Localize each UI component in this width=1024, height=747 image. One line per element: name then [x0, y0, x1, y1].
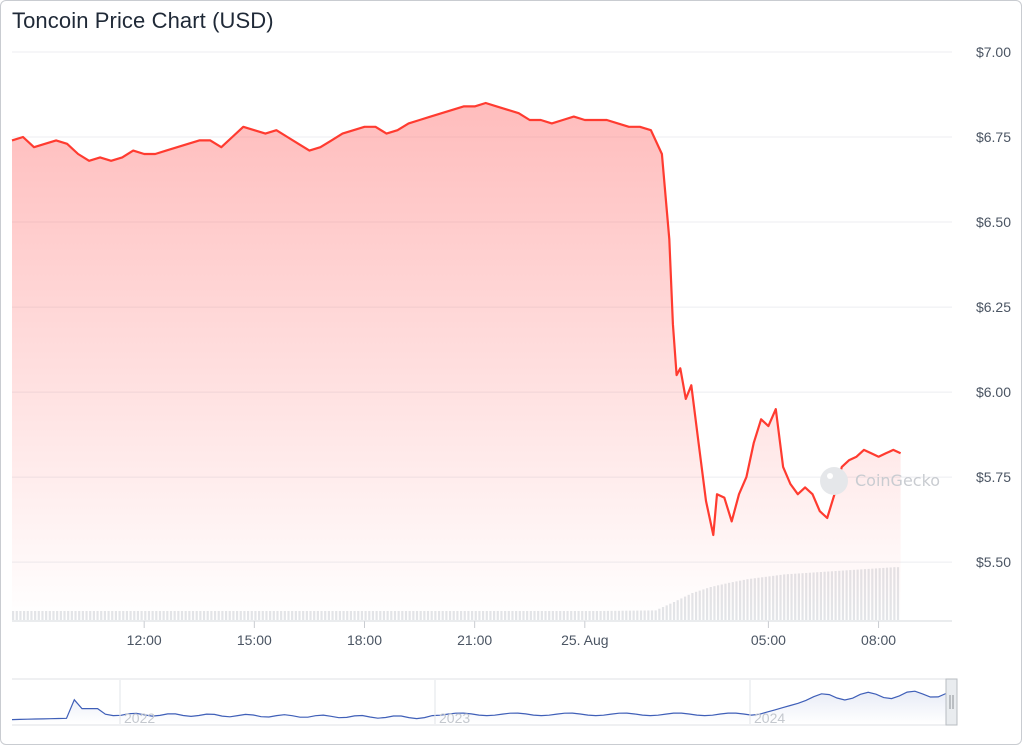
navigator-handle[interactable] — [945, 678, 958, 726]
y-tick-label: $7.00 — [976, 44, 1011, 60]
navigator-ticks: 2022 2023 2024 — [119, 680, 785, 726]
price-line — [11, 101, 902, 537]
y-tick-label: $6.25 — [976, 299, 1011, 315]
x-axis-ticks: 12:00 15:00 18:00 21:00 25. Aug 05:00 08:00 — [12, 620, 952, 648]
navigator-tick-label: 2022 — [124, 710, 155, 726]
y-axis-ticks: $7.00 $6.75 $6.50 $6.25 $6.00 $5.75 $5.50 — [976, 44, 1011, 570]
navigator-tick-label: 2024 — [754, 710, 785, 726]
y-tick-label: $6.50 — [976, 214, 1011, 230]
x-tick-label: 15:00 — [237, 632, 272, 648]
x-tick-label: 25. Aug — [561, 632, 609, 648]
x-tick-label: 21:00 — [457, 632, 492, 648]
chart-title: Toncoin Price Chart (USD) — [12, 8, 274, 33]
navigator-tick-label: 2023 — [439, 710, 470, 726]
y-tick-label: $5.75 — [976, 469, 1011, 485]
x-tick-label: 18:00 — [347, 632, 382, 648]
y-tick-label: $6.00 — [976, 384, 1011, 400]
x-tick-label: 05:00 — [751, 632, 786, 648]
watermark-text: CoinGecko — [855, 471, 940, 490]
y-tick-label: $5.50 — [976, 554, 1011, 570]
price-area — [12, 103, 901, 620]
navigator-line — [11, 690, 947, 721]
x-tick-label: 12:00 — [127, 632, 162, 648]
y-tick-label: $6.75 — [976, 129, 1011, 145]
coingecko-watermark: CoinGecko — [820, 467, 940, 495]
x-tick-label: 08:00 — [861, 632, 896, 648]
range-navigator[interactable]: 2022 2023 2024 — [11, 678, 958, 726]
